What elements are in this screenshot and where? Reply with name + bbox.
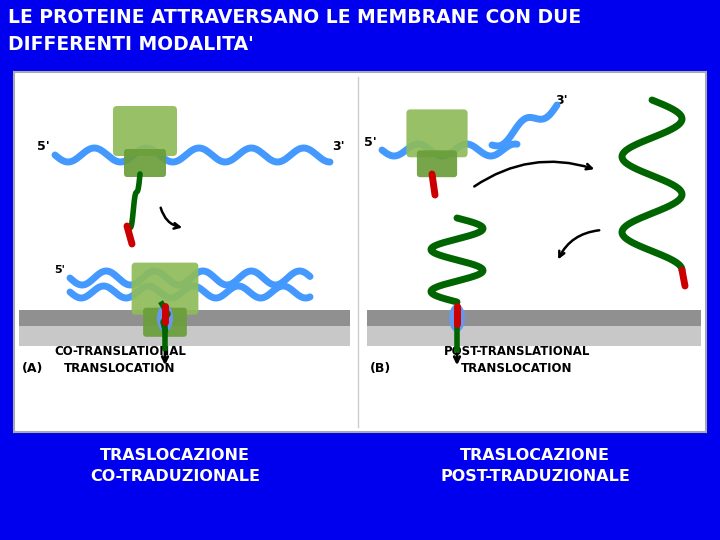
FancyBboxPatch shape [406, 110, 467, 157]
Text: TRASLOCAZIONE
CO-TRADUZIONALE: TRASLOCAZIONE CO-TRADUZIONALE [90, 448, 260, 484]
Ellipse shape [449, 304, 465, 332]
Text: (A): (A) [22, 362, 43, 375]
Text: TRASLOCAZIONE
POST-TRADUZIONALE: TRASLOCAZIONE POST-TRADUZIONALE [440, 448, 630, 484]
FancyBboxPatch shape [417, 150, 457, 177]
Text: 5': 5' [54, 265, 65, 275]
Bar [367, 310, 701, 326]
Bar [367, 326, 701, 346]
Text: LE PROTEINE ATTRAVERSANO LE MEMBRANE CON DUE: LE PROTEINE ATTRAVERSANO LE MEMBRANE CON… [8, 8, 581, 27]
Bar [19, 326, 350, 346]
Bar [19, 310, 350, 326]
Text: (B): (B) [370, 362, 391, 375]
FancyBboxPatch shape [143, 308, 187, 337]
FancyBboxPatch shape [124, 149, 166, 177]
Text: 3': 3' [332, 140, 345, 153]
FancyBboxPatch shape [132, 262, 199, 315]
Text: 5': 5' [364, 136, 377, 148]
Ellipse shape [157, 304, 173, 332]
Text: 3': 3' [555, 93, 567, 106]
Bar [14, 72, 706, 432]
Text: CO-TRANSLATIONAL
TRANSLOCATION: CO-TRANSLATIONAL TRANSLOCATION [54, 345, 186, 375]
Text: POST-TRANSLATIONAL
TRANSLOCATION: POST-TRANSLATIONAL TRANSLOCATION [444, 345, 590, 375]
Text: 5': 5' [37, 140, 50, 153]
Text: DIFFERENTI MODALITA': DIFFERENTI MODALITA' [8, 35, 253, 54]
FancyBboxPatch shape [113, 106, 177, 156]
